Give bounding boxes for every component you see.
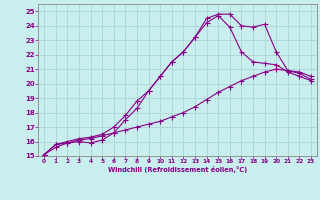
X-axis label: Windchill (Refroidissement éolien,°C): Windchill (Refroidissement éolien,°C) <box>108 166 247 173</box>
